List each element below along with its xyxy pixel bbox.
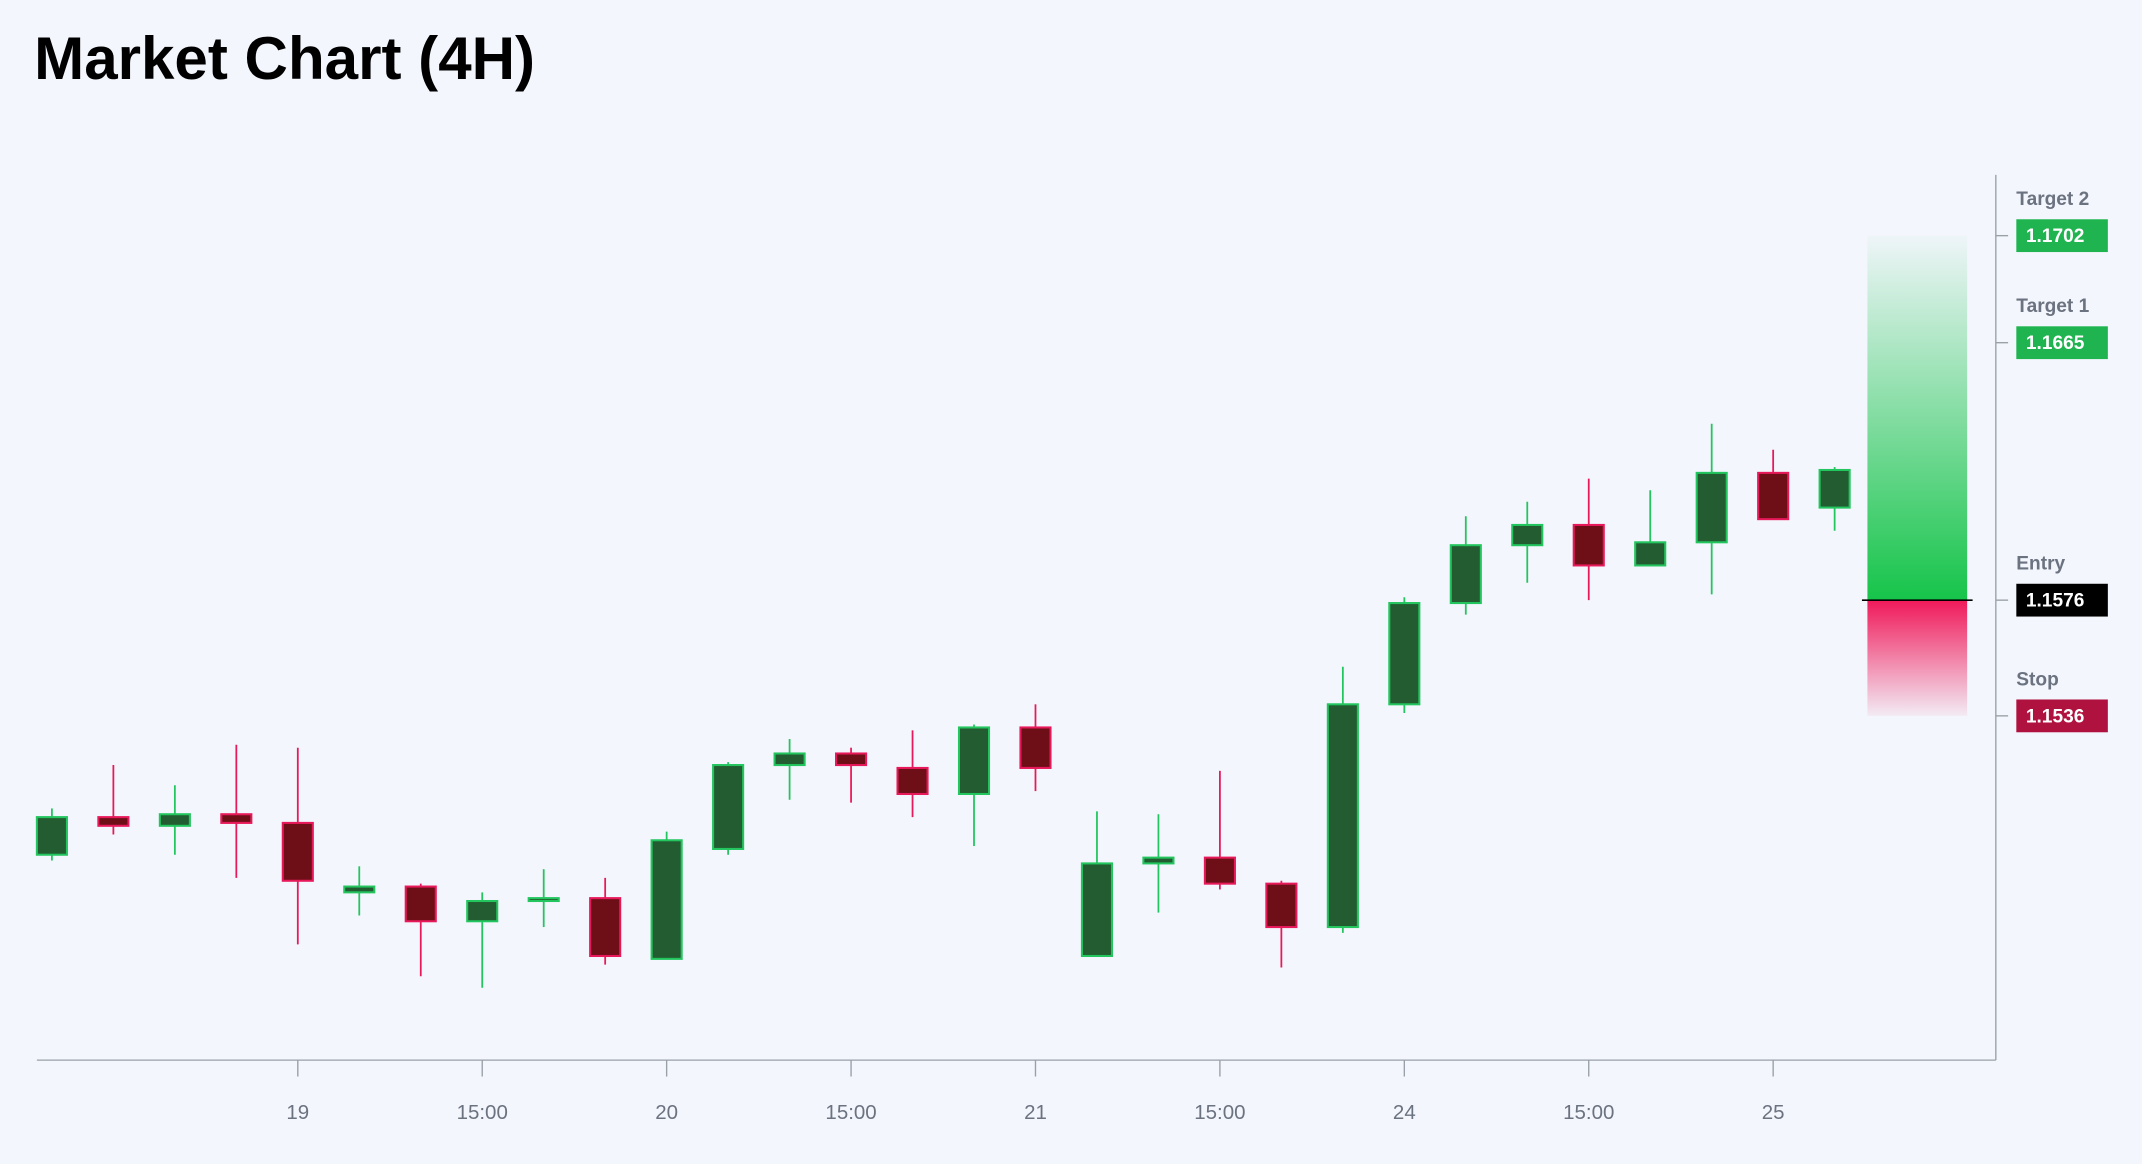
candle-body <box>773 752 806 767</box>
candle-body <box>1388 602 1421 706</box>
candle-body <box>589 897 622 958</box>
x-tick-label: 20 <box>655 1101 678 1124</box>
candle-body <box>466 899 499 923</box>
x-tick-label: 25 <box>1762 1101 1785 1124</box>
candle-body <box>404 885 437 923</box>
candle-body <box>1572 523 1605 567</box>
candle-body <box>1203 856 1236 885</box>
candle-body <box>1326 703 1359 929</box>
level-box <box>2016 219 2108 253</box>
candle-body <box>896 766 929 796</box>
x-tick-label: 15:00 <box>1563 1101 1614 1124</box>
level-value: 1.1536 <box>2026 706 2084 727</box>
level-value: 1.1665 <box>2026 333 2085 354</box>
candle-body <box>835 752 868 767</box>
profit-zone <box>1867 235 1968 601</box>
candle-body <box>650 839 683 960</box>
candle-body <box>1142 856 1175 865</box>
level-name: Stop <box>2016 669 2058 690</box>
candle-body <box>35 816 68 856</box>
candle-body <box>220 813 253 824</box>
candle-body <box>343 885 376 894</box>
x-tick-label: 15:00 <box>1194 1101 1245 1124</box>
candle-body <box>1695 471 1728 544</box>
candle-body <box>1634 541 1667 567</box>
candle-body <box>281 821 314 882</box>
level-box <box>2016 699 2108 733</box>
level-name: Entry <box>2016 554 2065 575</box>
candle-body <box>1511 523 1544 547</box>
level-value: 1.1576 <box>2026 591 2084 612</box>
candle-body <box>527 897 560 903</box>
candle-body <box>1265 882 1298 929</box>
candle-body <box>1757 471 1790 521</box>
level-name: Target 2 <box>2016 189 2089 210</box>
level-value: 1.1702 <box>2026 226 2084 247</box>
level-box <box>2016 583 2108 617</box>
candle-body <box>712 764 745 850</box>
x-tick-label: 24 <box>1393 1101 1416 1124</box>
candle-body <box>1080 862 1114 958</box>
level-box <box>2016 326 2108 360</box>
candle-body <box>158 813 191 827</box>
loss-zone <box>1867 600 1968 716</box>
x-tick-label: 19 <box>286 1101 309 1124</box>
x-tick-label: 15:00 <box>825 1101 876 1124</box>
candle-body <box>1449 544 1482 605</box>
level-name: Target 1 <box>2016 296 2089 317</box>
candle-body <box>1818 468 1851 509</box>
candle-body <box>1019 726 1052 769</box>
chart-title: Market Chart (4H) <box>34 25 535 92</box>
candle-body <box>957 726 991 796</box>
candle-body <box>97 816 130 827</box>
x-tick-label: 21 <box>1024 1101 1047 1124</box>
x-tick-label: 15:00 <box>457 1101 508 1124</box>
